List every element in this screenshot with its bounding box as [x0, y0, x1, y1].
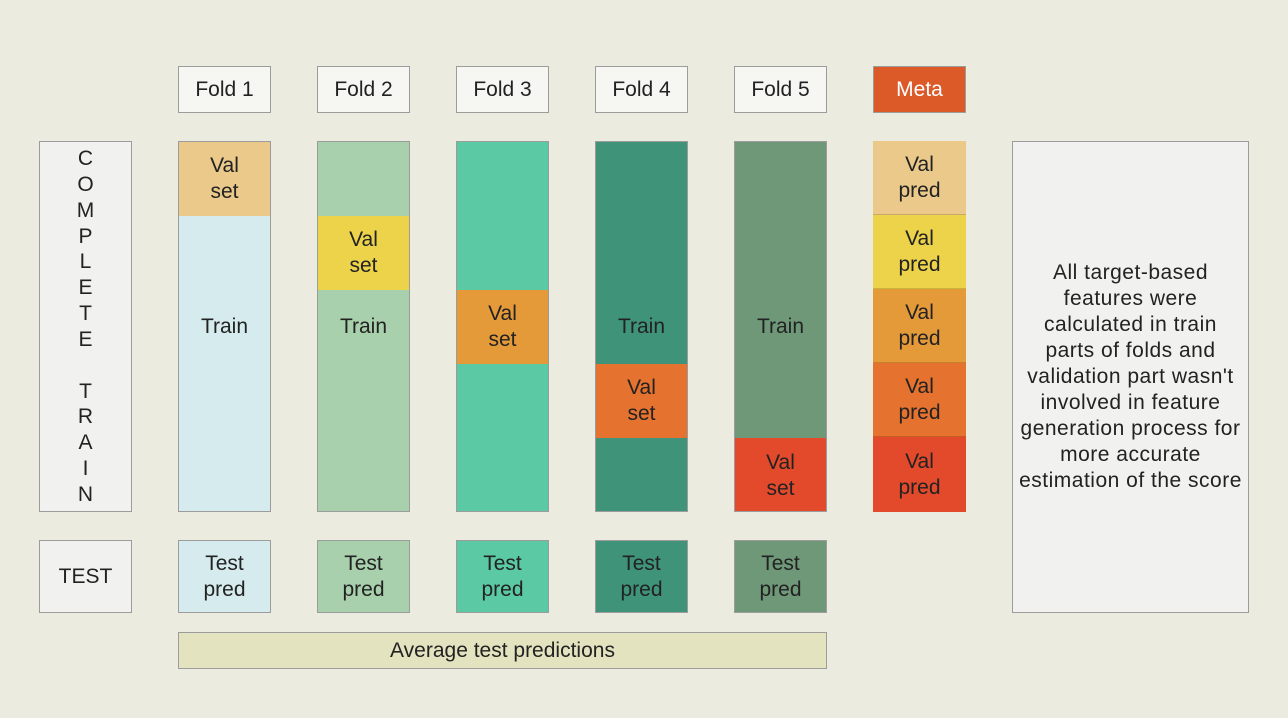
average-test-predictions-bar: Average test predictions	[178, 632, 827, 669]
vertical-letter: P	[78, 224, 93, 248]
fold-3-column: Val set	[456, 141, 549, 512]
fold-4-header: Fold 4	[595, 66, 688, 113]
val-pred-line2: pred	[898, 475, 941, 499]
test-label: TEST	[39, 540, 132, 613]
meta-val-pred-2: Val pred	[873, 215, 966, 289]
val-pred-line2: pred	[898, 178, 941, 202]
test-pred-line2: pred	[759, 577, 802, 601]
vertical-letter: R	[77, 405, 94, 429]
val-pred-line2: pred	[898, 252, 941, 276]
fold-2-train-label: Train	[339, 315, 388, 338]
fold-5-header: Fold 5	[734, 66, 827, 113]
fold-2-val-set: Val set	[318, 216, 409, 290]
vertical-letter: A	[78, 431, 93, 455]
vertical-letter: C	[77, 147, 94, 170]
vertical-letter: M	[76, 198, 95, 222]
fold-4-train-label: Train	[617, 315, 666, 338]
val-set-line2: set	[766, 476, 795, 500]
vertical-letter: T	[79, 379, 92, 403]
fold-2-header: Fold 2	[317, 66, 410, 113]
val-set-line2: set	[349, 254, 378, 277]
fold-2-test-pred: Test pred	[317, 540, 410, 613]
fold-5-column: Train Val set	[734, 141, 827, 512]
fold-5-train-label: Train	[756, 315, 805, 338]
vertical-letter: N	[77, 482, 94, 506]
vertical-letter: L	[79, 250, 92, 274]
fold-1-header: Fold 1	[178, 66, 271, 113]
fold-1-val-set: Val set	[179, 142, 270, 216]
fold-3-header: Fold 3	[456, 66, 549, 113]
val-set-line1: Val	[766, 450, 795, 474]
test-pred-line1: Test	[483, 551, 522, 575]
explanation-note: All target-based features were calculate…	[1012, 141, 1249, 613]
test-pred-line2: pred	[203, 577, 246, 601]
fold-1-column: Val set Train	[178, 141, 271, 512]
vertical-letter: I	[82, 457, 89, 481]
meta-val-pred-4: Val pred	[873, 363, 966, 437]
val-pred-line2: pred	[898, 326, 941, 350]
vertical-letter	[83, 355, 89, 376]
meta-val-pred-3: Val pred	[873, 289, 966, 363]
test-pred-line2: pred	[481, 577, 524, 601]
fold-4-val-set: Val set	[596, 364, 687, 438]
fold-4-test-pred: Test pred	[595, 540, 688, 613]
vertical-letter: T	[79, 302, 92, 326]
meta-header: Meta	[873, 66, 966, 113]
test-pred-line1: Test	[205, 551, 244, 575]
vertical-letter: E	[78, 327, 93, 351]
val-set-line1: Val	[627, 376, 656, 399]
val-pred-line1: Val	[905, 449, 934, 473]
fold-4-column: Train Val set	[595, 141, 688, 512]
fold-3-test-pred: Test pred	[456, 540, 549, 613]
val-set-line1: Val	[210, 154, 239, 177]
test-pred-line1: Test	[761, 551, 800, 575]
fold-2-column: Val set Train	[317, 141, 410, 512]
val-pred-line1: Val	[905, 226, 934, 250]
fold-3-val-set: Val set	[457, 290, 548, 364]
val-pred-line1: Val	[905, 374, 934, 398]
vertical-letter: O	[77, 172, 94, 196]
val-set-line2: set	[210, 180, 239, 203]
meta-column: Val pred Val pred Val pred Val pred Val pred	[873, 141, 966, 512]
fold-1-test-pred: Test pred	[178, 540, 271, 613]
meta-val-pred-1: Val pred	[873, 141, 966, 215]
fold-5-val-set: Val set	[735, 438, 826, 511]
val-set-line2: set	[627, 402, 656, 425]
fold-1-train-label: Train	[200, 315, 249, 338]
vertical-letter: E	[78, 276, 93, 300]
test-pred-line2: pred	[342, 577, 385, 601]
val-set-line1: Val	[488, 302, 517, 325]
test-pred-line1: Test	[622, 551, 661, 575]
fold-5-test-pred: Test pred	[734, 540, 827, 613]
val-set-line1: Val	[349, 228, 378, 251]
test-pred-line1: Test	[344, 551, 383, 575]
val-set-line2: set	[488, 328, 517, 351]
val-pred-line1: Val	[905, 152, 934, 176]
val-pred-line1: Val	[905, 300, 934, 324]
val-pred-line2: pred	[898, 400, 941, 424]
meta-val-pred-5: Val pred	[873, 437, 966, 512]
test-pred-line2: pred	[620, 577, 663, 601]
